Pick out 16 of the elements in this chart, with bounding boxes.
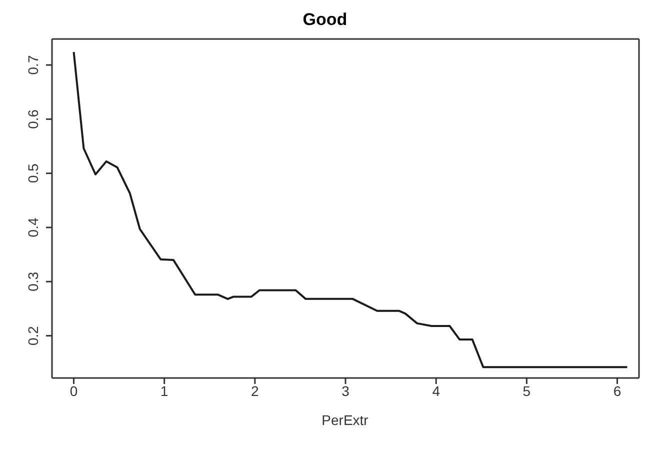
y-tick-label: 0.5 bbox=[25, 163, 41, 184]
chart-title: Good bbox=[302, 9, 348, 31]
y-tick-label: 0.6 bbox=[25, 109, 41, 129]
line-series bbox=[72, 50, 628, 368]
x-tick-label: 6 bbox=[613, 382, 622, 399]
y-tick-label: 0.7 bbox=[25, 55, 41, 75]
x-tick-label: 0 bbox=[70, 382, 78, 399]
y-tick-label: 0.4 bbox=[25, 218, 41, 238]
x-tick-label: 4 bbox=[432, 382, 440, 399]
y-tick-label: 0.2 bbox=[25, 326, 41, 346]
x-tick-label: 1 bbox=[160, 382, 168, 399]
x-axis-title: PerExtr bbox=[320, 412, 370, 428]
x-tick-label: 2 bbox=[251, 382, 260, 399]
y-tick-label: 0.3 bbox=[25, 272, 41, 292]
x-tick-label: 5 bbox=[522, 382, 531, 399]
x-tick-label: 3 bbox=[342, 382, 350, 399]
